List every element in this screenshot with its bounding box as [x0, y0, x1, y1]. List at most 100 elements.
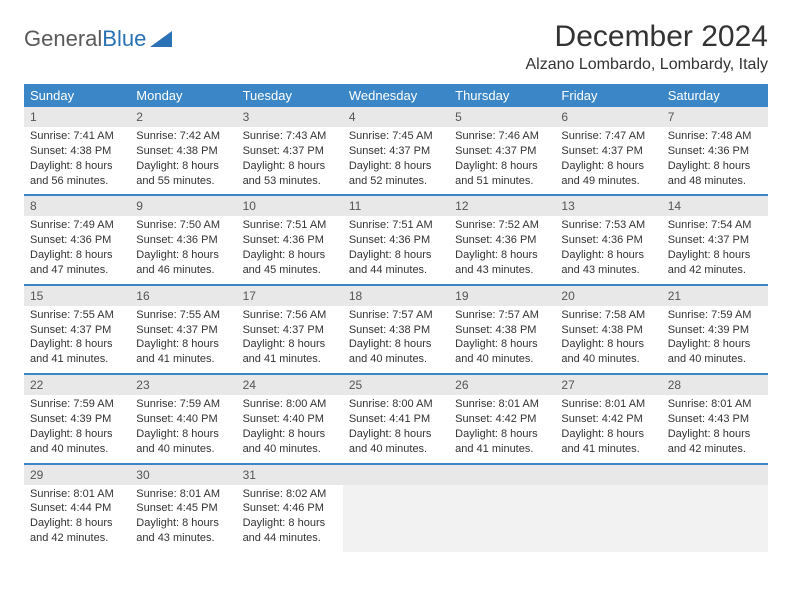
sunset-text: Sunset: 4:39 PM — [668, 323, 762, 338]
day-header-sat: Saturday — [662, 84, 768, 107]
day-number: 31 — [237, 465, 343, 485]
week-row: 15161718192021Sunrise: 7:55 AMSunset: 4:… — [24, 286, 768, 375]
day-number — [662, 465, 768, 485]
daylight-text: Daylight: 8 hours and 48 minutes. — [668, 159, 762, 189]
day-cell — [343, 485, 449, 552]
day-cell: Sunrise: 7:46 AMSunset: 4:37 PMDaylight:… — [449, 127, 555, 194]
logo-text-1: General — [24, 26, 102, 52]
sunrise-text: Sunrise: 8:00 AM — [243, 397, 337, 412]
day-number: 21 — [662, 286, 768, 306]
daylight-text: Daylight: 8 hours and 43 minutes. — [561, 248, 655, 278]
sunset-text: Sunset: 4:36 PM — [561, 233, 655, 248]
daylight-text: Daylight: 8 hours and 55 minutes. — [136, 159, 230, 189]
week-row: 293031Sunrise: 8:01 AMSunset: 4:44 PMDay… — [24, 465, 768, 552]
weeks-container: 1234567Sunrise: 7:41 AMSunset: 4:38 PMDa… — [24, 107, 768, 552]
day-cell: Sunrise: 7:59 AMSunset: 4:39 PMDaylight:… — [24, 395, 130, 462]
daylight-text: Daylight: 8 hours and 42 minutes. — [668, 248, 762, 278]
day-number: 9 — [130, 196, 236, 216]
sunrise-text: Sunrise: 8:00 AM — [349, 397, 443, 412]
day-header-tue: Tuesday — [237, 84, 343, 107]
daylight-text: Daylight: 8 hours and 41 minutes. — [30, 337, 124, 367]
day-cell: Sunrise: 7:48 AMSunset: 4:36 PMDaylight:… — [662, 127, 768, 194]
sunrise-text: Sunrise: 7:54 AM — [668, 218, 762, 233]
day-cell: Sunrise: 7:54 AMSunset: 4:37 PMDaylight:… — [662, 216, 768, 283]
day-cell: Sunrise: 7:55 AMSunset: 4:37 PMDaylight:… — [24, 306, 130, 373]
sunset-text: Sunset: 4:38 PM — [30, 144, 124, 159]
sunset-text: Sunset: 4:36 PM — [243, 233, 337, 248]
day-number: 3 — [237, 107, 343, 127]
day-number: 5 — [449, 107, 555, 127]
sunrise-text: Sunrise: 7:53 AM — [561, 218, 655, 233]
day-number: 1 — [24, 107, 130, 127]
daylight-text: Daylight: 8 hours and 43 minutes. — [136, 516, 230, 546]
sunset-text: Sunset: 4:36 PM — [136, 233, 230, 248]
day-cell: Sunrise: 8:01 AMSunset: 4:45 PMDaylight:… — [130, 485, 236, 552]
sunrise-text: Sunrise: 8:01 AM — [561, 397, 655, 412]
daylight-text: Daylight: 8 hours and 40 minutes. — [455, 337, 549, 367]
daylight-text: Daylight: 8 hours and 44 minutes. — [243, 516, 337, 546]
sunset-text: Sunset: 4:38 PM — [455, 323, 549, 338]
day-number — [555, 465, 661, 485]
logo: GeneralBlue — [24, 20, 172, 52]
sunrise-text: Sunrise: 7:46 AM — [455, 129, 549, 144]
day-cell: Sunrise: 7:53 AMSunset: 4:36 PMDaylight:… — [555, 216, 661, 283]
sunrise-text: Sunrise: 7:47 AM — [561, 129, 655, 144]
day-cell: Sunrise: 8:01 AMSunset: 4:43 PMDaylight:… — [662, 395, 768, 462]
sunset-text: Sunset: 4:36 PM — [349, 233, 443, 248]
logo-text-2: Blue — [102, 26, 146, 52]
sunset-text: Sunset: 4:37 PM — [455, 144, 549, 159]
daylight-text: Daylight: 8 hours and 41 minutes. — [243, 337, 337, 367]
calendar: Sunday Monday Tuesday Wednesday Thursday… — [24, 84, 768, 552]
sunset-text: Sunset: 4:36 PM — [30, 233, 124, 248]
daylight-text: Daylight: 8 hours and 42 minutes. — [668, 427, 762, 457]
sunrise-text: Sunrise: 7:41 AM — [30, 129, 124, 144]
daylight-text: Daylight: 8 hours and 53 minutes. — [243, 159, 337, 189]
daylight-text: Daylight: 8 hours and 40 minutes. — [349, 427, 443, 457]
daylight-text: Daylight: 8 hours and 52 minutes. — [349, 159, 443, 189]
daylight-text: Daylight: 8 hours and 43 minutes. — [455, 248, 549, 278]
daylight-text: Daylight: 8 hours and 47 minutes. — [30, 248, 124, 278]
day-number: 30 — [130, 465, 236, 485]
day-cell: Sunrise: 7:51 AMSunset: 4:36 PMDaylight:… — [343, 216, 449, 283]
sunrise-text: Sunrise: 7:59 AM — [136, 397, 230, 412]
sunset-text: Sunset: 4:37 PM — [349, 144, 443, 159]
sunrise-text: Sunrise: 7:59 AM — [30, 397, 124, 412]
day-number: 4 — [343, 107, 449, 127]
sunset-text: Sunset: 4:37 PM — [30, 323, 124, 338]
location-subtitle: Alzano Lombardo, Lombardy, Italy — [526, 56, 769, 74]
sunrise-text: Sunrise: 7:42 AM — [136, 129, 230, 144]
day-number: 18 — [343, 286, 449, 306]
sunrise-text: Sunrise: 8:01 AM — [455, 397, 549, 412]
day-number: 11 — [343, 196, 449, 216]
daylight-text: Daylight: 8 hours and 40 minutes. — [136, 427, 230, 457]
day-cell: Sunrise: 8:01 AMSunset: 4:44 PMDaylight:… — [24, 485, 130, 552]
sunset-text: Sunset: 4:46 PM — [243, 501, 337, 516]
sunrise-text: Sunrise: 7:59 AM — [668, 308, 762, 323]
day-number: 19 — [449, 286, 555, 306]
sunset-text: Sunset: 4:38 PM — [561, 323, 655, 338]
day-cell: Sunrise: 7:59 AMSunset: 4:40 PMDaylight:… — [130, 395, 236, 462]
day-cell — [449, 485, 555, 552]
day-cell: Sunrise: 7:58 AMSunset: 4:38 PMDaylight:… — [555, 306, 661, 373]
day-number — [449, 465, 555, 485]
day-number: 16 — [130, 286, 236, 306]
day-number: 2 — [130, 107, 236, 127]
day-number: 7 — [662, 107, 768, 127]
sunrise-text: Sunrise: 7:45 AM — [349, 129, 443, 144]
sunset-text: Sunset: 4:37 PM — [243, 144, 337, 159]
day-number: 22 — [24, 375, 130, 395]
day-cell: Sunrise: 7:49 AMSunset: 4:36 PMDaylight:… — [24, 216, 130, 283]
day-cell: Sunrise: 8:00 AMSunset: 4:41 PMDaylight:… — [343, 395, 449, 462]
day-number: 8 — [24, 196, 130, 216]
sunset-text: Sunset: 4:37 PM — [136, 323, 230, 338]
day-number: 15 — [24, 286, 130, 306]
sunrise-text: Sunrise: 8:01 AM — [136, 487, 230, 502]
daylight-text: Daylight: 8 hours and 49 minutes. — [561, 159, 655, 189]
day-cell: Sunrise: 8:01 AMSunset: 4:42 PMDaylight:… — [555, 395, 661, 462]
sunrise-text: Sunrise: 7:58 AM — [561, 308, 655, 323]
daylight-text: Daylight: 8 hours and 40 minutes. — [668, 337, 762, 367]
day-number — [343, 465, 449, 485]
day-cell: Sunrise: 7:57 AMSunset: 4:38 PMDaylight:… — [343, 306, 449, 373]
sunset-text: Sunset: 4:44 PM — [30, 501, 124, 516]
daylight-text: Daylight: 8 hours and 56 minutes. — [30, 159, 124, 189]
